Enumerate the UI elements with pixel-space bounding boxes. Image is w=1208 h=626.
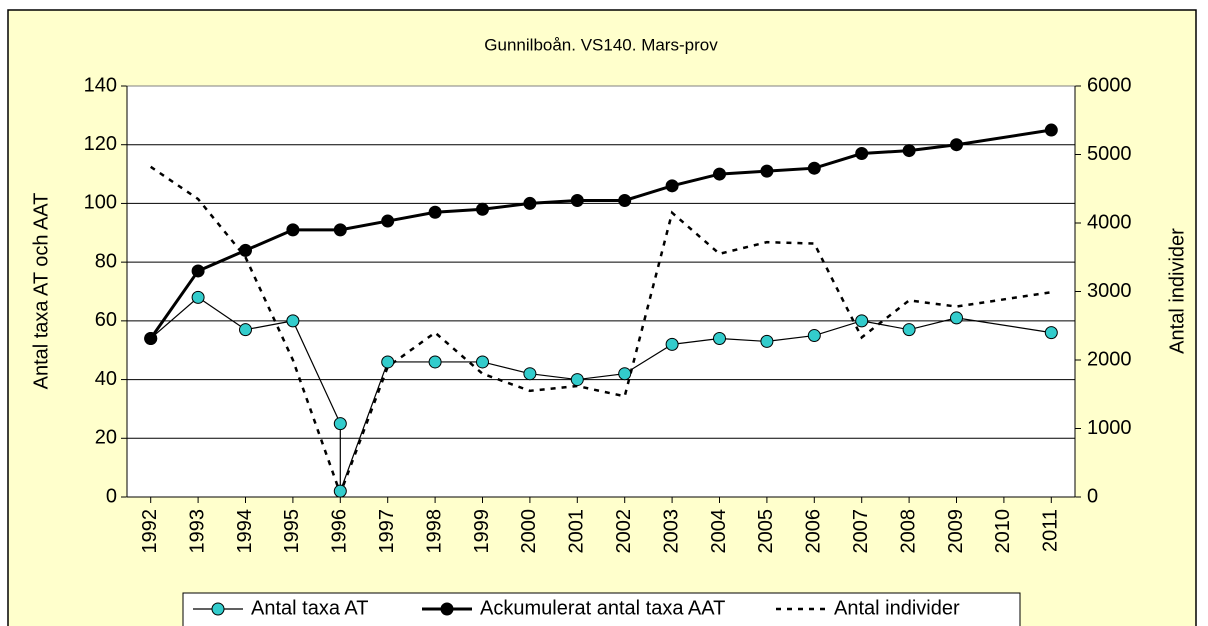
x-tick-label: 2009 (945, 509, 967, 554)
point (191, 264, 205, 278)
y2-tick-label: 6000 (1087, 74, 1132, 96)
point (286, 223, 300, 237)
point (902, 144, 916, 158)
point (144, 331, 158, 345)
point (665, 179, 679, 193)
y2-tick-label: 2000 (1087, 348, 1132, 370)
point (1044, 326, 1058, 340)
x-tick-label: 2001 (566, 509, 588, 554)
point (191, 290, 205, 304)
x-tick-label: 2003 (660, 509, 682, 554)
legend (182, 592, 1021, 626)
legend-label: Ackumulerat antal taxa AAT (480, 597, 725, 619)
y2-tick-label: 1000 (1087, 417, 1132, 439)
x-tick-label: 1998 (423, 509, 445, 554)
y-tick-label: 0 (106, 485, 117, 507)
point (333, 223, 347, 237)
point (286, 314, 300, 328)
y2-axis-label: Antal individer (1166, 228, 1188, 354)
point (1044, 123, 1058, 137)
point (618, 367, 632, 381)
x-tick-label: 2011 (1040, 509, 1062, 552)
series-line (150, 296, 1052, 492)
legend-label: Antal taxa AT (251, 597, 368, 619)
y2-tick-label: 3000 (1087, 280, 1132, 302)
point (523, 196, 537, 210)
x-tick-label: 2008 (897, 509, 919, 554)
point (665, 337, 679, 351)
point (855, 314, 869, 328)
point (381, 355, 395, 369)
legend-marker (440, 602, 454, 616)
y-tick-label: 140 (84, 74, 117, 96)
x-tick-label: 1992 (139, 509, 161, 554)
point (333, 417, 347, 431)
y-tick-label: 120 (84, 133, 117, 155)
x-tick-label: 2004 (708, 509, 730, 554)
x-tick-label: 1997 (376, 509, 398, 554)
point (807, 329, 821, 343)
point (381, 214, 395, 228)
point (523, 367, 537, 381)
x-tick-label: 2006 (803, 509, 825, 554)
y2-tick-label: 0 (1087, 485, 1098, 507)
point (570, 373, 584, 387)
x-tick-label: 1995 (281, 509, 303, 554)
y2-tick-label: 5000 (1087, 143, 1132, 165)
x-tick-label: 1996 (329, 509, 351, 554)
plot-area (127, 86, 1075, 497)
y-tick-label: 20 (95, 427, 117, 449)
point (950, 138, 963, 152)
y-axis-label: Antal taxa AT och AAT (30, 193, 52, 390)
x-tick-label: 2010 (992, 509, 1014, 554)
y-tick-label: 80 (95, 250, 117, 272)
x-tick-label: 2000 (518, 509, 540, 554)
y-tick-label: 40 (95, 368, 117, 390)
legend-marker (211, 602, 225, 616)
point (713, 331, 726, 345)
y-tick-label: 60 (95, 309, 117, 331)
point (950, 311, 963, 325)
point (807, 161, 821, 175)
x-tick-label: 2007 (850, 509, 872, 554)
point (428, 205, 442, 219)
x-tick-label: 1994 (234, 509, 256, 554)
point (713, 167, 726, 181)
legend-label: Antal individer (834, 597, 960, 619)
x-tick-label: 2002 (613, 509, 635, 554)
point (760, 164, 774, 178)
x-tick-label: 1999 (471, 509, 493, 554)
point (855, 147, 869, 161)
point (570, 193, 584, 207)
point (902, 323, 916, 337)
y2-tick-label: 4000 (1087, 211, 1132, 233)
point (476, 355, 489, 369)
point (760, 334, 774, 348)
point (618, 193, 632, 207)
point (239, 323, 252, 337)
point (239, 243, 252, 257)
chart-title: Gunnilboån. VS140. Mars-prov (484, 35, 718, 54)
point (333, 484, 347, 498)
x-tick-label: 1993 (186, 509, 208, 554)
point (476, 202, 489, 216)
x-tick-label: 2005 (755, 509, 777, 554)
y-tick-label: 100 (84, 192, 117, 214)
point (428, 355, 442, 369)
